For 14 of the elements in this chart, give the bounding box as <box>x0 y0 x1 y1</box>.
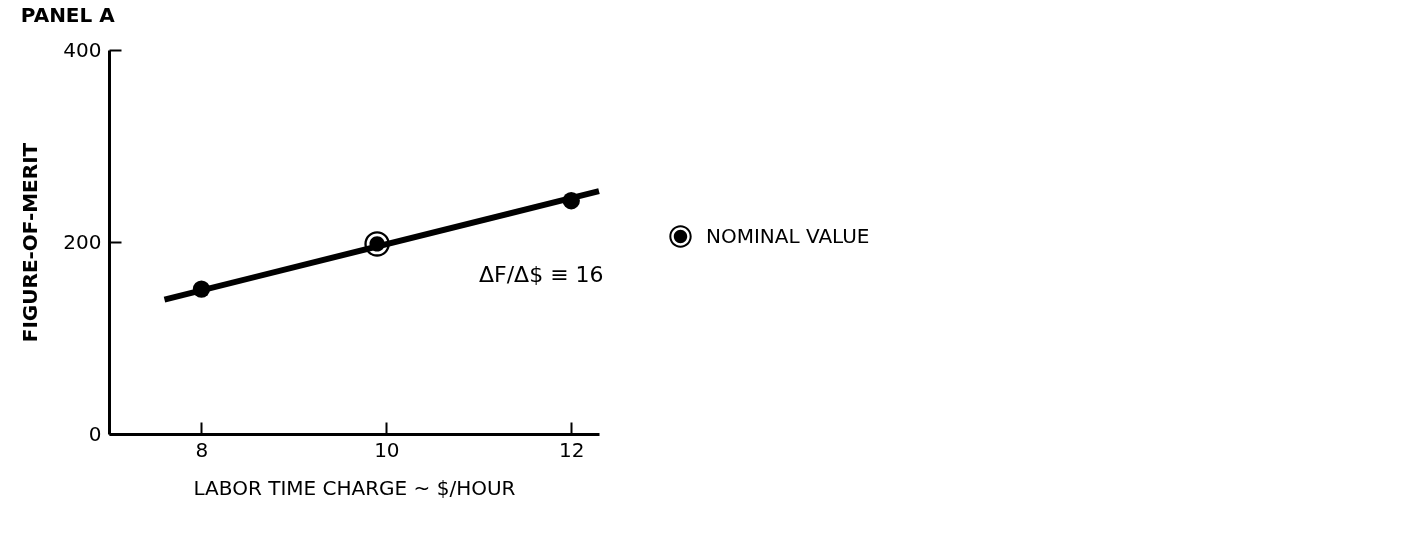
point <box>192 280 211 298</box>
y-axis-title: FIGURE-OF-MERIT <box>18 142 43 343</box>
point <box>364 231 390 257</box>
x-tick-label: 10 <box>374 437 400 462</box>
y-tick-label: 400 <box>63 37 102 62</box>
y-tick-label: 0 <box>88 421 102 446</box>
x-tick-label: 12 <box>559 437 585 462</box>
point <box>562 192 580 210</box>
chart-title: PANEL A <box>20 3 116 27</box>
x-tick-label: 8 <box>195 437 209 462</box>
annotation: ΔF/Δ$ ≡ 16 <box>479 262 604 287</box>
y-tick-label: 200 <box>63 229 102 254</box>
legend-label: NOMINAL VALUE <box>706 223 870 248</box>
x-axis-title: LABOR TIME CHARGE ~ $/HOUR <box>193 475 516 500</box>
